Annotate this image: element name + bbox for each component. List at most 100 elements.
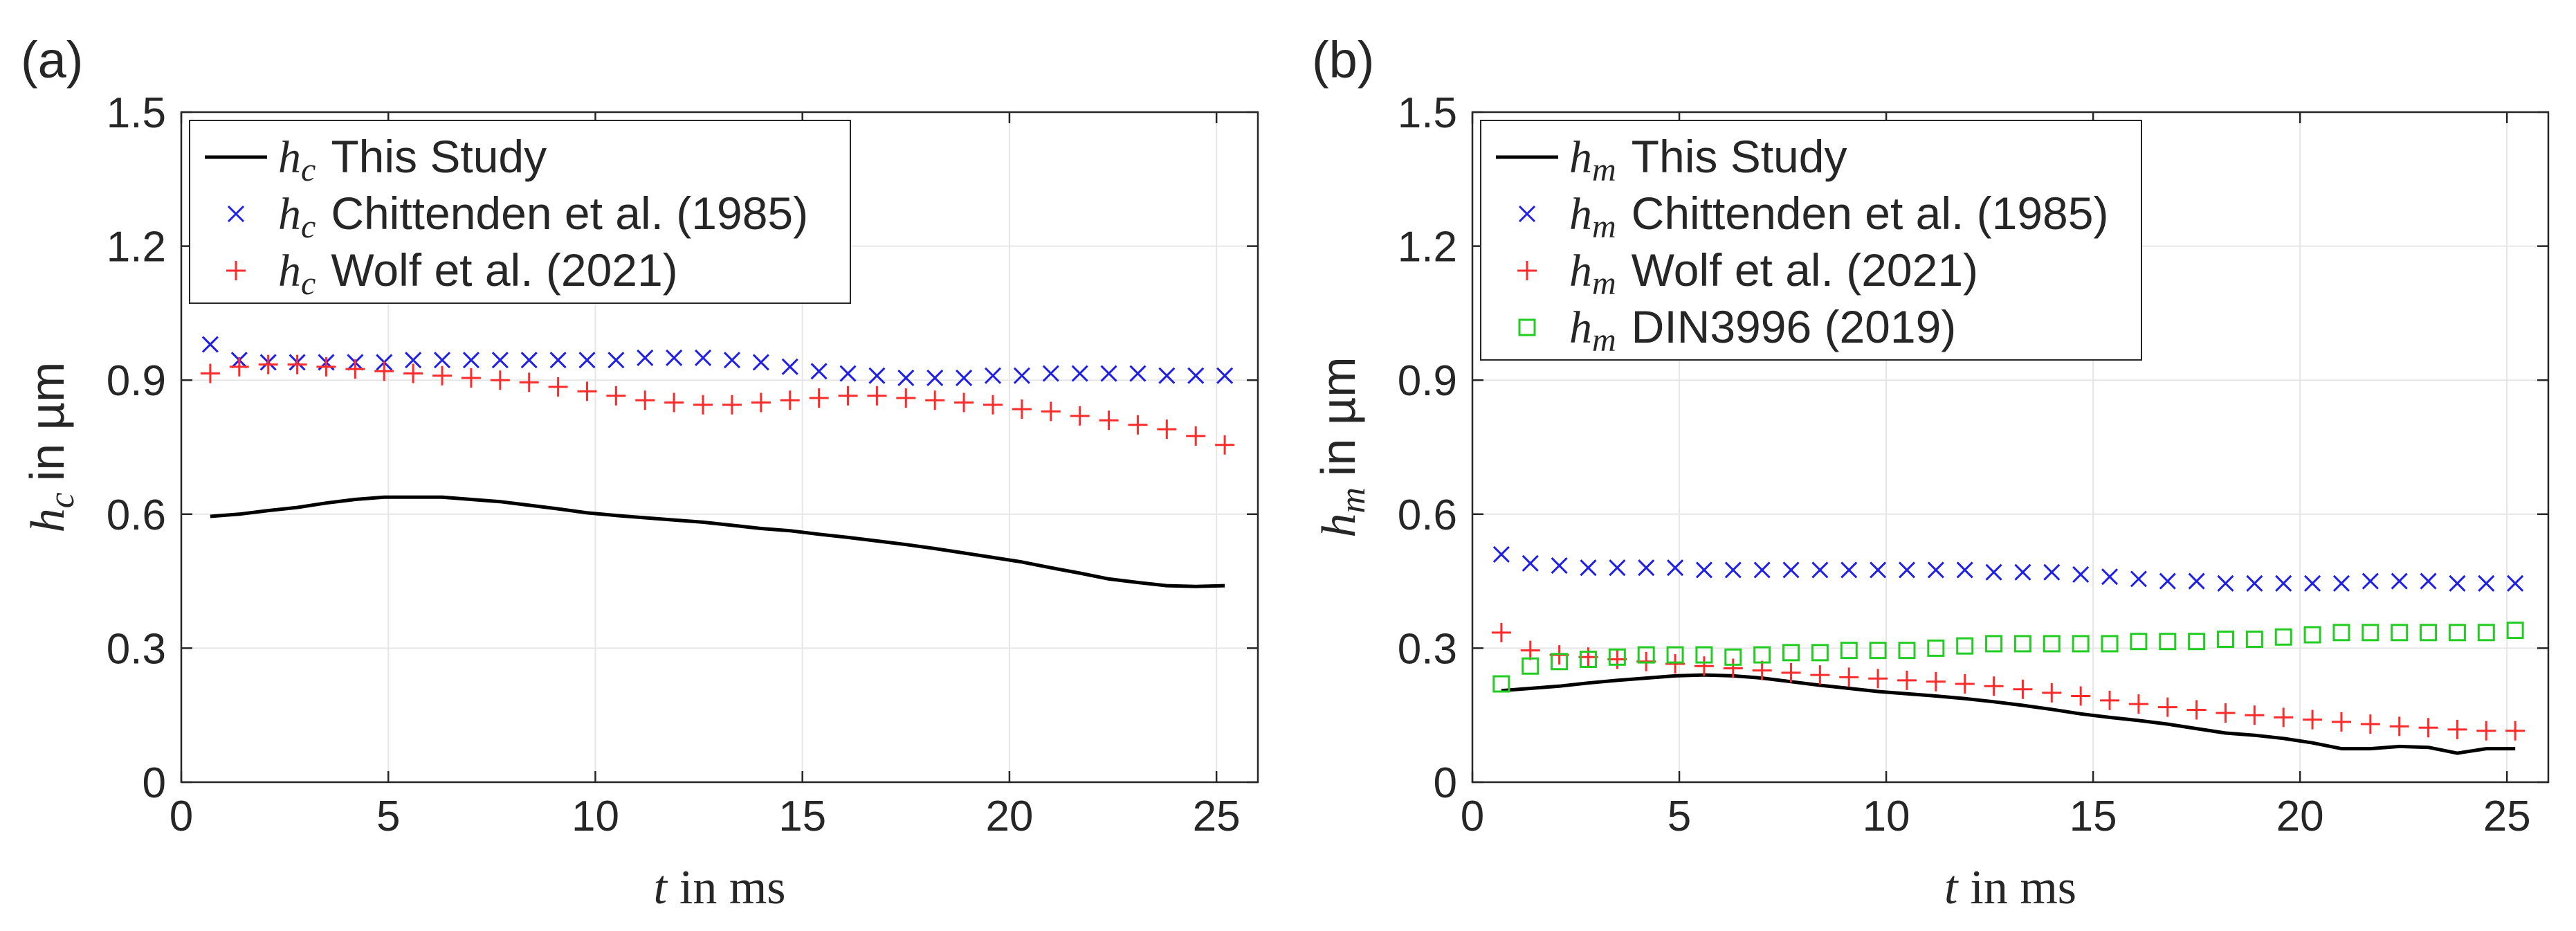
y-tick-label: 0.3 xyxy=(1398,625,1457,673)
data-point xyxy=(1492,545,1510,563)
data-point xyxy=(1158,367,1176,384)
data-point xyxy=(1695,561,1712,579)
y-tick-label: 0.9 xyxy=(107,357,166,405)
data-point xyxy=(2274,628,2292,646)
data-point xyxy=(1609,559,1626,577)
data-point xyxy=(2303,709,2323,730)
data-point xyxy=(519,372,539,392)
x-tick-label: 0 xyxy=(170,793,193,840)
data-point xyxy=(1984,676,2004,696)
y-axis-symbol: h xyxy=(21,508,75,532)
data-point xyxy=(2043,563,2061,581)
data-point xyxy=(838,386,858,406)
data-point xyxy=(2274,707,2294,727)
data-point xyxy=(1781,662,1801,683)
legend-box xyxy=(189,120,851,304)
data-point xyxy=(520,352,538,369)
legend-marker-swatch xyxy=(1518,205,1536,223)
data-point xyxy=(608,352,625,369)
data-point xyxy=(2101,635,2119,653)
x-axis-label: t in ms xyxy=(1944,861,2076,914)
legend-subscript: m xyxy=(1592,152,1616,188)
data-point xyxy=(2042,683,2062,703)
data-point xyxy=(2331,712,2351,732)
legend-marker-swatch xyxy=(1518,318,1536,336)
axes-box xyxy=(180,111,1259,784)
legend-label: hm DIN3996 (2019) xyxy=(1569,301,1956,359)
data-point xyxy=(666,349,683,366)
legend-entry: hm This Study xyxy=(1496,131,1847,188)
data-point xyxy=(1811,644,1829,662)
legend-symbol: h xyxy=(278,189,301,239)
data-point xyxy=(2449,575,2466,592)
data-point xyxy=(491,352,509,369)
data-point xyxy=(1013,367,1030,384)
y-tick-label: 1.5 xyxy=(107,89,166,137)
data-point xyxy=(2043,635,2061,653)
data-point xyxy=(1157,419,1177,440)
data-point xyxy=(2188,572,2205,590)
data-point xyxy=(2246,575,2263,592)
data-point xyxy=(1012,399,1032,419)
series-din3996-2019- xyxy=(1492,622,2524,693)
data-point xyxy=(201,336,219,353)
data-point xyxy=(956,369,973,387)
legend-subscript: c xyxy=(301,265,316,302)
data-point xyxy=(490,370,510,390)
legend-marker-swatch xyxy=(226,261,246,280)
series-this-study xyxy=(1501,673,2516,755)
data-point xyxy=(2391,624,2409,642)
data-point xyxy=(1638,559,1655,577)
legend-name: DIN3996 (2019) xyxy=(1632,301,1957,352)
data-point xyxy=(2332,575,2350,592)
data-point xyxy=(1723,658,1743,678)
y-tick-label: 0.6 xyxy=(1398,491,1457,539)
data-point xyxy=(2014,563,2031,581)
data-point xyxy=(578,352,596,369)
data-point xyxy=(2477,624,2495,642)
data-point xyxy=(1810,665,1830,685)
legend-subscript: m xyxy=(1592,322,1616,359)
legend-symbol: h xyxy=(278,132,301,183)
data-point xyxy=(1956,637,1974,655)
data-point xyxy=(2157,697,2177,717)
data-point xyxy=(1811,561,1829,579)
x-tick-label: 10 xyxy=(1863,793,1910,840)
data-point xyxy=(1753,561,1771,579)
legend-symbol: h xyxy=(1569,246,1592,296)
data-point xyxy=(2362,624,2379,642)
legend-name: Wolf et al. (2021) xyxy=(1632,244,1978,296)
legend-subscript: c xyxy=(301,152,316,188)
data-point xyxy=(2245,630,2263,648)
data-point xyxy=(2217,630,2234,648)
data-point xyxy=(2072,635,2090,653)
y-tick-label: 1.5 xyxy=(1398,89,1457,137)
x-axis-label: t in ms xyxy=(653,861,785,914)
data-point xyxy=(984,367,1002,384)
legend-subscript: m xyxy=(1592,265,1616,302)
legend-entry: hm Wolf et al. (2021) xyxy=(1517,244,1978,302)
data-point xyxy=(1492,675,1510,693)
x-tick-label: 15 xyxy=(2070,793,2117,840)
data-point xyxy=(2130,570,2147,588)
data-point xyxy=(1927,561,1944,579)
data-point xyxy=(2303,626,2321,644)
data-point xyxy=(839,365,857,382)
data-point xyxy=(1897,670,1917,690)
legend-box xyxy=(1480,120,2142,361)
data-point xyxy=(1782,644,1800,662)
data-point xyxy=(2420,572,2437,590)
data-point xyxy=(1042,365,1059,382)
data-point xyxy=(2159,572,2176,590)
data-point xyxy=(1840,642,1858,660)
legend-name: Chittenden et al. (1985) xyxy=(1632,188,2109,239)
data-point xyxy=(925,390,945,410)
data-point xyxy=(954,392,974,413)
data-point xyxy=(1955,674,1975,694)
series-wolf-et-al-2021- xyxy=(1491,622,2525,741)
data-point xyxy=(548,377,568,397)
data-point xyxy=(2275,575,2292,592)
x-axis-unit: in ms xyxy=(1970,861,2076,914)
